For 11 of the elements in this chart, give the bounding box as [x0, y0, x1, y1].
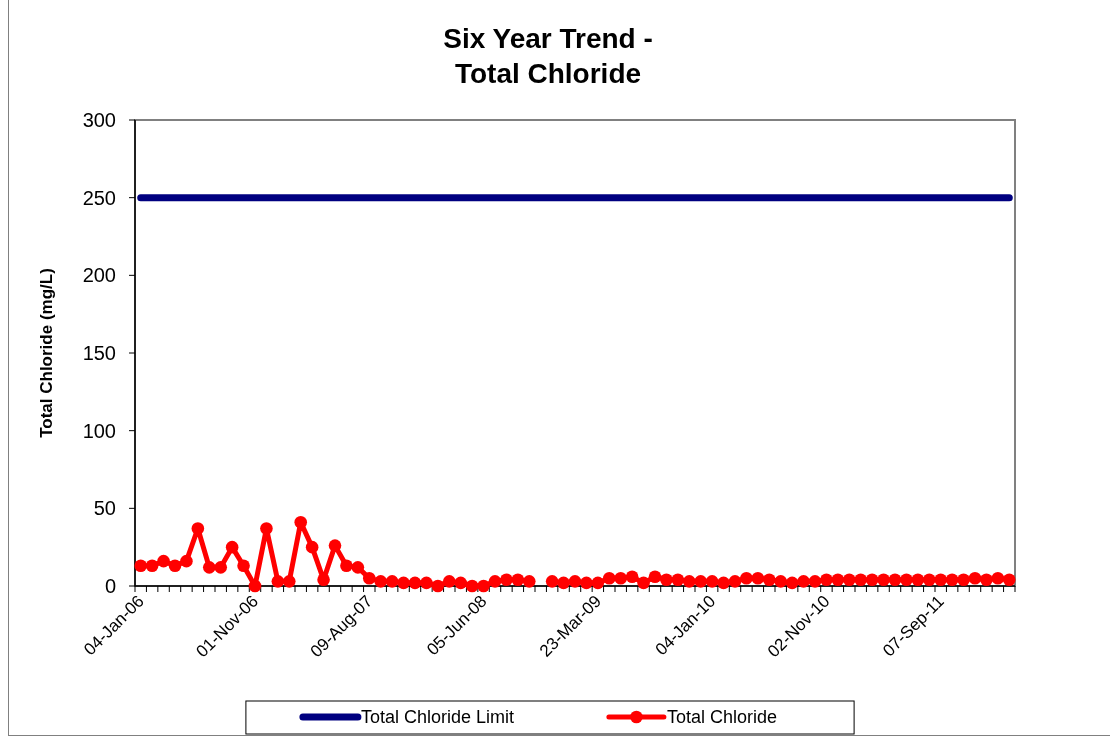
y-tick-label: 100: [82, 419, 116, 442]
y-tick-label: 0: [104, 575, 116, 597]
legend-label: Total Chloride: [666, 707, 777, 728]
y-tick-label: 250: [82, 186, 116, 209]
y-axis-title: Total Chloride (mg/L): [36, 268, 56, 438]
legend-label: Total Chloride Limit: [360, 707, 514, 728]
y-tick-label: 200: [82, 264, 116, 287]
y-tick-label: 50: [93, 497, 116, 520]
y-tick-label: 150: [82, 342, 116, 364]
y-tick-label: 300: [82, 109, 116, 131]
chart-title: Six Year Trend - Total Chloride: [443, 22, 653, 89]
